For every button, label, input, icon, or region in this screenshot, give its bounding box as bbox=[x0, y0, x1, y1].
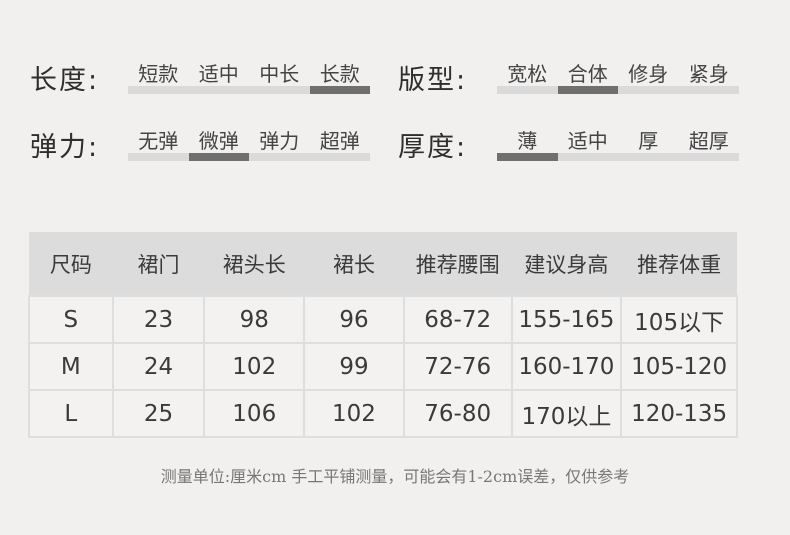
table-cell: 72-76 bbox=[402, 342, 513, 391]
attribute-option: 中长 bbox=[259, 62, 300, 86]
table-cell: 106 bbox=[203, 389, 306, 438]
table-cell: 102 bbox=[303, 389, 405, 438]
size-table: 尺码 裙门 裙头长 裙长 推荐腰围 建议身高 推荐体重 S 23 98 96 68-72 155-16… bbox=[28, 232, 738, 438]
table-cell: 155-165 bbox=[510, 295, 623, 344]
attribute-option: 长款 bbox=[319, 62, 360, 86]
attribute-level-indicator bbox=[309, 86, 370, 94]
table-row: S 23 98 96 68-72 155-165 105以下 bbox=[28, 295, 738, 344]
attribute-option: 无弹 bbox=[138, 129, 179, 153]
table-cell: 105以下 bbox=[620, 295, 738, 344]
attribute-label: 厚度: bbox=[398, 132, 468, 163]
attribute-option: 适中 bbox=[567, 129, 608, 153]
table-cell: L bbox=[28, 389, 114, 438]
column-header: 尺码 bbox=[29, 232, 113, 296]
table-header-row: 尺码 裙门 裙头长 裙长 推荐腰围 建议身高 推荐体重 bbox=[29, 232, 737, 296]
table-cell: 102 bbox=[203, 342, 306, 391]
table-cell: 120-135 bbox=[620, 389, 738, 438]
column-header: 裙门 bbox=[112, 232, 205, 296]
attribute-option: 短款 bbox=[138, 62, 179, 86]
attribute-level-bar bbox=[497, 153, 739, 161]
table-cell: S bbox=[28, 295, 114, 344]
attribute-label: 长度: bbox=[30, 65, 100, 96]
attribute-option: 修身 bbox=[628, 62, 669, 86]
attribute-label: 版型: bbox=[398, 65, 468, 96]
column-header: 推荐体重 bbox=[621, 232, 737, 296]
attribute-level-indicator bbox=[557, 86, 618, 94]
attribute-option: 紧身 bbox=[688, 62, 729, 86]
column-header: 裙长 bbox=[304, 232, 404, 296]
attribute-option: 厚 bbox=[638, 129, 659, 153]
attribute-option: 微弹 bbox=[198, 129, 239, 153]
table-cell: 25 bbox=[111, 389, 206, 438]
table-cell: 170以上 bbox=[510, 389, 623, 438]
table-cell: 105-120 bbox=[620, 342, 738, 391]
table-cell: 96 bbox=[303, 295, 405, 344]
attribute-options: 短款 适中 中长 长款 bbox=[128, 58, 370, 87]
attribute-level-indicator bbox=[188, 153, 249, 161]
attribute-options: 宽松 合体 修身 紧身 bbox=[497, 58, 739, 87]
table-cell: 99 bbox=[303, 342, 405, 391]
attribute-option: 宽松 bbox=[507, 62, 548, 86]
attribute-options: 无弹 微弹 弹力 超弹 bbox=[128, 125, 370, 154]
table-cell: 98 bbox=[203, 295, 306, 344]
measurement-note: 测量单位:厘米cm 手工平铺测量，可能会有1-2cm误差，仅供参考 bbox=[160, 467, 630, 486]
attribute-level-bar bbox=[128, 86, 370, 94]
attribute-level-bar bbox=[497, 86, 739, 94]
table-cell: 160-170 bbox=[510, 342, 623, 391]
table-row: M 24 102 99 72-76 160-170 105-120 bbox=[28, 342, 738, 391]
attribute-option: 薄 bbox=[517, 129, 538, 153]
attribute-label: 弹力: bbox=[30, 132, 100, 163]
attribute-options: 薄 适中 厚 超厚 bbox=[497, 125, 739, 154]
table-cell: 76-80 bbox=[402, 389, 513, 438]
attribute-option: 超厚 bbox=[688, 129, 729, 153]
table-cell: 23 bbox=[111, 295, 206, 344]
column-header: 建议身高 bbox=[511, 232, 622, 296]
column-header: 裙头长 bbox=[204, 232, 305, 296]
table-cell: M bbox=[28, 342, 114, 391]
attribute-level-bar bbox=[128, 153, 370, 161]
table-cell: 68-72 bbox=[402, 295, 513, 344]
column-header: 推荐腰围 bbox=[403, 232, 512, 296]
attribute-option: 适中 bbox=[198, 62, 239, 86]
attribute-option: 合体 bbox=[567, 62, 608, 86]
attribute-level-indicator bbox=[497, 153, 558, 161]
attribute-option: 超弹 bbox=[319, 129, 360, 153]
attribute-option: 弹力 bbox=[259, 129, 300, 153]
table-row: L 25 106 102 76-80 170以上 120-135 bbox=[28, 389, 738, 438]
table-cell: 24 bbox=[111, 342, 206, 391]
